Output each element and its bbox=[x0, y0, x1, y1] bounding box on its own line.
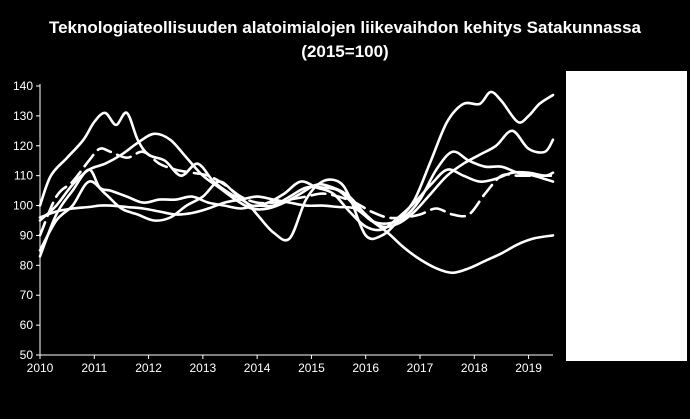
series-line-6 bbox=[38, 147, 555, 237]
x-tick-label: 2011 bbox=[81, 361, 107, 375]
chart-axes: 50 60 70 80 90 100 110 120 130 140 2010 2011 2012 201… bbox=[13, 79, 553, 375]
y-tick-label: 50 bbox=[20, 348, 34, 362]
x-tick-label: 2013 bbox=[190, 361, 217, 375]
chart-title-line1: Teknologiateollisuuden alatoimialojen li… bbox=[48, 18, 641, 37]
x-tick-label: 2012 bbox=[135, 361, 162, 375]
legend bbox=[566, 71, 687, 361]
series-line-1 bbox=[38, 195, 555, 275]
y-tick-label: 140 bbox=[13, 79, 33, 93]
y-tick-label: 70 bbox=[20, 288, 34, 302]
series-line-2 bbox=[38, 150, 555, 258]
x-tick-label: 2014 bbox=[244, 361, 271, 375]
y-tick-label: 80 bbox=[20, 258, 34, 272]
x-tick-label: 2015 bbox=[298, 361, 325, 375]
y-tick-label: 110 bbox=[14, 169, 33, 183]
y-tick-label: 120 bbox=[13, 139, 33, 153]
y-tick-label: 130 bbox=[13, 109, 33, 123]
series-line-4 bbox=[38, 90, 555, 242]
x-tick-label: 2018 bbox=[461, 361, 488, 375]
x-tick-label: 2016 bbox=[352, 361, 379, 375]
series-line-5 bbox=[38, 129, 555, 229]
y-tick-label: 60 bbox=[20, 318, 34, 332]
x-tick-label: 2017 bbox=[407, 361, 434, 375]
x-tick-label: 2019 bbox=[515, 361, 542, 375]
x-tick-label: 2010 bbox=[27, 361, 54, 375]
chart-title: Teknologiateollisuuden alatoimialojen li… bbox=[0, 16, 690, 64]
y-tick-label: 100 bbox=[13, 199, 33, 213]
y-tick-label: 90 bbox=[20, 228, 34, 242]
series-line-3 bbox=[38, 168, 555, 252]
chart-series bbox=[38, 90, 555, 275]
chart-title-line2: (2015=100) bbox=[301, 42, 389, 61]
